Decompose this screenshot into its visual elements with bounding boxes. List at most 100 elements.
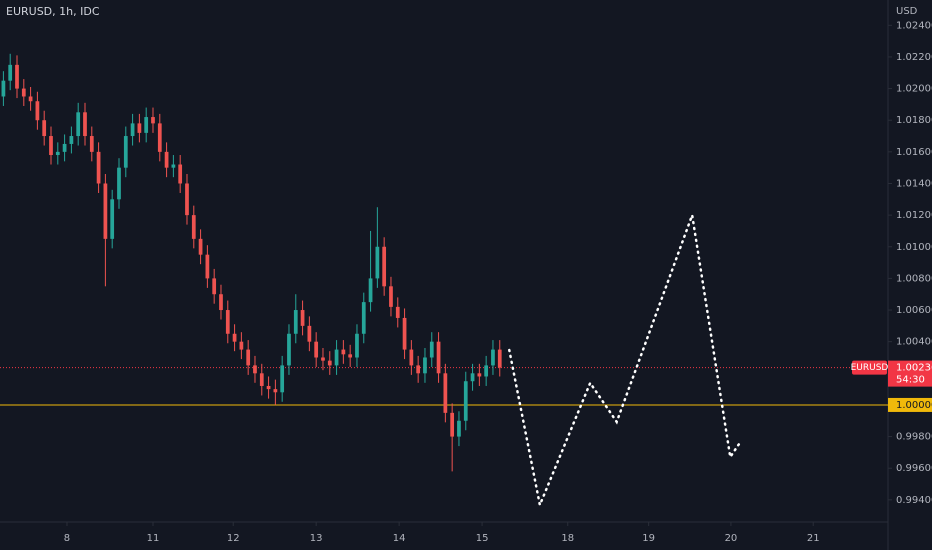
candle-body xyxy=(198,238,203,255)
candle-body xyxy=(348,354,353,358)
candle-body xyxy=(21,88,26,97)
candle-body xyxy=(436,341,441,374)
candle-body xyxy=(103,183,108,239)
candle-body xyxy=(130,123,135,137)
candle-body xyxy=(225,310,230,334)
y-tick-label: 1.00600 xyxy=(896,305,932,316)
candle-body xyxy=(307,325,312,342)
candle-body xyxy=(55,151,60,156)
candle-body xyxy=(477,373,482,377)
candle-body xyxy=(491,349,495,366)
candle-body xyxy=(429,341,434,358)
candle-body xyxy=(375,246,380,279)
countdown-label: 54:30 xyxy=(896,375,925,386)
candle-body xyxy=(76,112,81,137)
candle-body xyxy=(69,136,74,144)
candle-body xyxy=(96,151,101,184)
x-tick-label: 8 xyxy=(64,533,70,544)
candle-body xyxy=(28,96,33,102)
candle-body xyxy=(232,333,237,342)
candle-body xyxy=(117,167,121,200)
candle-body xyxy=(185,183,189,216)
candle-body xyxy=(273,389,278,393)
candle-body xyxy=(164,151,169,168)
candle-body xyxy=(137,123,142,133)
x-tick-label: 20 xyxy=(725,533,738,544)
candle-body xyxy=(259,373,264,386)
y-tick-label: 1.00800 xyxy=(896,273,932,284)
candle-body xyxy=(314,341,319,358)
candle-body xyxy=(293,310,298,334)
candle-body xyxy=(151,117,155,124)
candle-body xyxy=(83,112,87,137)
candle-body xyxy=(157,123,162,152)
candle-body xyxy=(123,136,128,168)
candle-body xyxy=(62,143,67,152)
candle-body xyxy=(89,136,94,152)
candle-body xyxy=(389,286,393,307)
candle-body xyxy=(423,357,427,374)
candle-body xyxy=(8,64,13,81)
candle-body xyxy=(416,365,421,374)
price-badge xyxy=(888,360,932,387)
price-badge-label: 1.00000 xyxy=(896,400,932,411)
y-tick-label: 1.01000 xyxy=(896,242,932,253)
candle-body xyxy=(219,294,223,311)
candle-body xyxy=(443,373,448,413)
y-tick-label: 1.02000 xyxy=(896,84,932,95)
chart-title: EURUSD, 1h, IDC xyxy=(6,5,100,18)
candle-body xyxy=(497,349,502,368)
y-tick-label: 1.02200 xyxy=(896,52,932,63)
candle-body xyxy=(205,254,210,279)
x-tick-label: 11 xyxy=(147,533,160,544)
candle-body xyxy=(144,117,149,133)
candle-body xyxy=(178,164,183,184)
projection-line xyxy=(508,210,742,510)
candle-body xyxy=(253,365,257,374)
symbol-badge xyxy=(852,360,887,375)
x-tick-label: 13 xyxy=(310,533,323,544)
candle-body xyxy=(395,306,400,318)
candle-body xyxy=(382,246,387,287)
candle-body xyxy=(470,373,475,382)
x-tick-label: 14 xyxy=(393,533,406,544)
candle-body xyxy=(327,360,332,366)
x-tick-label: 19 xyxy=(642,533,655,544)
candle-body xyxy=(368,278,373,303)
candle-body xyxy=(321,357,325,361)
y-tick-label: 0.99400 xyxy=(896,495,932,506)
candle-body xyxy=(402,317,407,350)
candle-body xyxy=(300,310,305,326)
candle-body xyxy=(246,349,251,366)
candle-body xyxy=(239,341,244,350)
candle-body xyxy=(341,349,346,355)
x-tick-label: 21 xyxy=(807,533,820,544)
price-badge xyxy=(888,397,932,412)
candle-body xyxy=(191,215,196,239)
candle-body xyxy=(457,420,461,437)
x-tick-label: 18 xyxy=(561,533,574,544)
candle-body xyxy=(361,302,366,334)
price-badge-label: 1.00236 xyxy=(896,363,932,374)
y-tick-label: 1.02400 xyxy=(896,20,932,31)
candle-body xyxy=(287,333,291,366)
y-tick-label: 1.01600 xyxy=(896,147,932,158)
candle-body xyxy=(49,136,53,156)
symbol-badge-label: EURUSD xyxy=(851,363,889,373)
x-tick-label: 12 xyxy=(227,533,240,544)
candle-body xyxy=(1,80,6,97)
y-tick-label: 1.01800 xyxy=(896,115,932,126)
candle-body xyxy=(212,278,217,295)
candle-body xyxy=(450,412,455,437)
candle-body xyxy=(484,365,489,377)
candle-body xyxy=(35,101,40,121)
candle-body xyxy=(280,365,285,393)
candle-body xyxy=(463,381,468,421)
candle-body xyxy=(42,120,47,137)
x-tick-label: 15 xyxy=(476,533,489,544)
